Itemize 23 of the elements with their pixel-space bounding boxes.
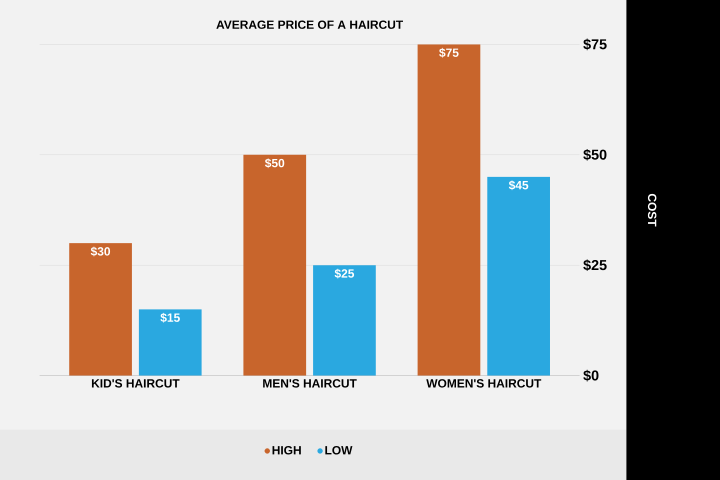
chart-title: AVERAGE PRICE OF A HAIRCUT (216, 20, 403, 29)
data-label: $75 (439, 48, 459, 58)
bar (69, 243, 132, 376)
bar (487, 176, 550, 376)
legend-label: HIGH (272, 446, 301, 454)
y-axis-title: COST (648, 194, 656, 226)
bar (243, 154, 306, 376)
data-label: $30 (90, 246, 110, 256)
legend-label: LOW (325, 446, 352, 454)
bar (138, 309, 202, 376)
x-tick-label: KID'S HAIRCUT (92, 379, 180, 388)
data-label: $50 (264, 158, 284, 168)
data-label: $25 (334, 268, 354, 278)
x-tick-label: WOMEN'S HAIRCUT (426, 379, 542, 388)
y-tick-label: $25 (583, 259, 607, 272)
y-tick-label: $50 (583, 148, 606, 161)
x-tick-label: MEN'S HAIRCUT (263, 379, 357, 388)
y-tick-label: $0 (583, 370, 598, 382)
data-label: $15 (160, 312, 180, 323)
y-tick-label: $75 (583, 38, 607, 50)
data-label: $45 (508, 180, 528, 190)
bar (313, 265, 376, 376)
bar (418, 44, 480, 376)
